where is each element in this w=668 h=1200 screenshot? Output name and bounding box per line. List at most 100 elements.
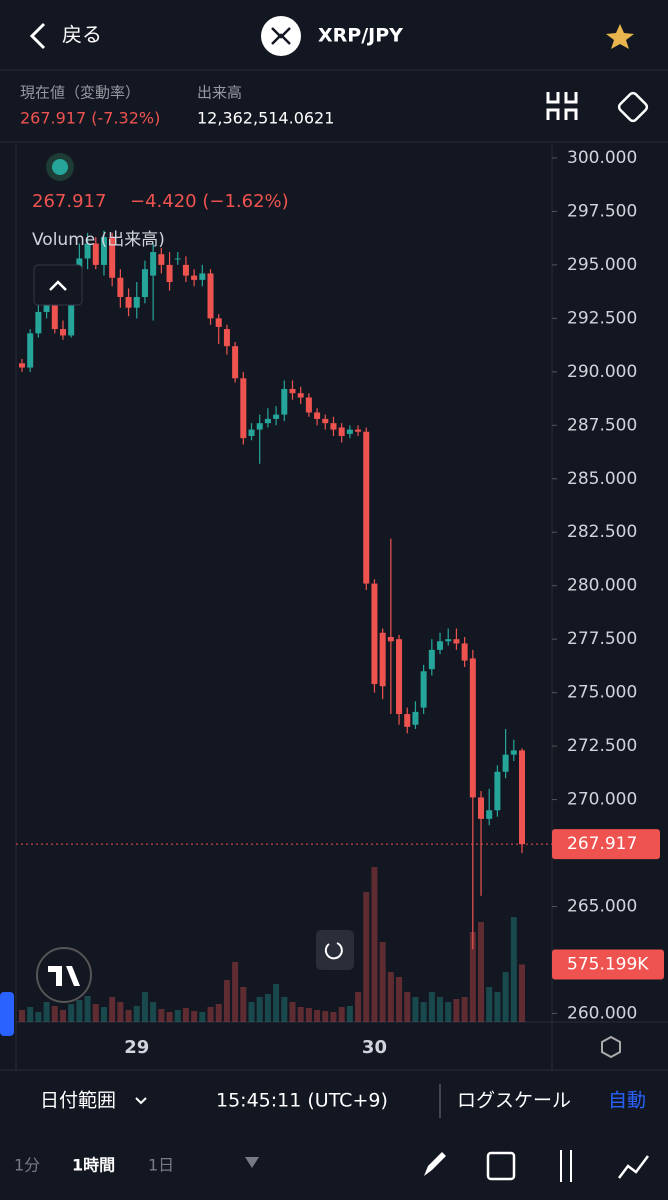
- volume-bar: [322, 1011, 329, 1022]
- candle-body: [281, 388, 288, 415]
- interval-menu[interactable]: [245, 1157, 259, 1168]
- volume-bar: [355, 992, 362, 1022]
- candle-body: [355, 429, 362, 432]
- volume-bar: [396, 977, 403, 1022]
- volume-bar: [264, 994, 271, 1022]
- volume-bar: [59, 1010, 66, 1022]
- volume-bar: [379, 942, 386, 1022]
- interval[interactable]: 1分: [14, 1156, 40, 1175]
- y-tick-label: 260.000: [567, 1003, 637, 1023]
- candle-body: [174, 258, 181, 260]
- candle-body: [92, 243, 99, 265]
- chevron: [135, 1097, 147, 1105]
- candle-body: [182, 264, 189, 276]
- candle-body: [125, 296, 132, 308]
- volume-bar: [92, 1004, 99, 1022]
- y-tick-label: 282.500: [567, 522, 637, 542]
- volume-bar: [314, 1010, 321, 1022]
- y-tick-label: 280.000: [567, 576, 637, 596]
- collapse-icon: [49, 280, 67, 291]
- candle-body: [461, 643, 468, 661]
- candle-body: [248, 429, 255, 436]
- volume-bar: [494, 992, 501, 1022]
- tv-logo[interactable]: [36, 947, 92, 1003]
- volume-bar: [76, 1000, 83, 1022]
- volume-bar: [297, 1007, 304, 1022]
- interval[interactable]: 1日: [148, 1156, 174, 1175]
- x-tick-label: 30: [362, 1037, 387, 1058]
- candle-body: [256, 423, 263, 430]
- chart: 300.000 297.500 295.000 292.500 290.000 287.5…: [15, 143, 668, 1070]
- candle-body: [519, 750, 525, 845]
- volume-bar: [330, 1012, 337, 1022]
- volume-bar: [478, 922, 485, 1022]
- volume-bar: [68, 1004, 75, 1022]
- back-icon[interactable]: [29, 22, 46, 50]
- indicator-icon[interactable]: [560, 1150, 572, 1182]
- candle-body: [437, 641, 444, 650]
- clock: 15:45:11 (UTC+9): [216, 1090, 388, 1112]
- side-tab[interactable]: [0, 992, 14, 1036]
- volume-bar: [510, 917, 517, 1022]
- symbol: XRP/JPY: [318, 25, 403, 47]
- volume-bar: [519, 964, 525, 1022]
- range-button[interactable]: 日付範囲: [40, 1090, 116, 1112]
- volume-label: 出来高: [197, 84, 242, 102]
- candle-body: [133, 296, 140, 308]
- volume-bar: [117, 1002, 124, 1022]
- interval[interactable]: 1時間: [72, 1156, 115, 1175]
- save-icon[interactable]: [486, 1151, 516, 1181]
- candle-body: [100, 237, 107, 265]
- candle-body: [273, 414, 280, 419]
- volume-bar: [232, 962, 239, 1022]
- auto-button[interactable]: 自動: [608, 1090, 646, 1112]
- volume-bar: [428, 992, 435, 1022]
- tv-logo-mark: [48, 966, 80, 986]
- volume-bar: [445, 1002, 452, 1022]
- volume-bar: [248, 1002, 255, 1022]
- volume-bar: [223, 980, 230, 1022]
- y-tick-label: 290.000: [567, 362, 637, 382]
- candle-body: [297, 393, 304, 398]
- volume-bar: [51, 1006, 58, 1022]
- favorite-star[interactable]: [606, 24, 634, 49]
- candle-body: [322, 418, 329, 424]
- volume-bar: [256, 997, 263, 1022]
- reset-button[interactable]: [316, 930, 354, 970]
- candle-body: [330, 423, 337, 430]
- candle-body: [240, 378, 247, 439]
- y-tick-label: 287.500: [567, 415, 637, 435]
- candle-body: [346, 429, 353, 434]
- fullscreen-icon[interactable]: [546, 92, 578, 120]
- volume-bar: [289, 1002, 296, 1022]
- volume-bar: [109, 997, 116, 1022]
- candle-body: [109, 237, 116, 278]
- last-price-label: 267.917: [567, 834, 637, 854]
- candle-body: [51, 305, 58, 330]
- candle-body: [68, 275, 75, 336]
- settings-icon[interactable]: [601, 1035, 621, 1059]
- compare-icon[interactable]: [618, 1155, 649, 1179]
- collapse-button[interactable]: [33, 264, 83, 306]
- log-scale-button[interactable]: ログスケール: [457, 1090, 571, 1112]
- candle-body: [264, 418, 271, 424]
- candle-body: [19, 363, 25, 368]
- volume-bar: [412, 997, 419, 1022]
- price-label: 現在値（変動率）: [20, 84, 140, 102]
- y-tick-label: 297.500: [567, 201, 637, 221]
- volume-bar: [199, 1012, 206, 1022]
- rotate-icon[interactable]: [617, 91, 649, 123]
- volume-bar: [35, 1012, 42, 1022]
- volume-bar: [338, 1007, 345, 1022]
- candle-body: [420, 671, 427, 708]
- volume-bar: [469, 932, 476, 1022]
- back-label[interactable]: 戻る: [62, 23, 102, 47]
- candle-body: [215, 318, 222, 327]
- last-price-badge: [552, 829, 660, 860]
- y-tick-label: 300.000: [567, 148, 637, 168]
- draw-icon[interactable]: [424, 1152, 446, 1176]
- candle-body: [158, 254, 165, 265]
- candle-body: [43, 301, 50, 312]
